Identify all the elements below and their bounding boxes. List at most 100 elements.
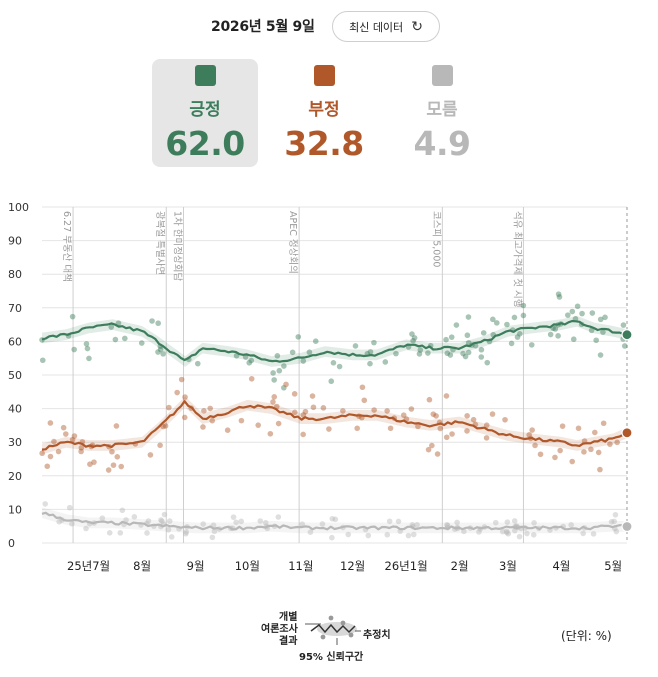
poll-dot	[565, 312, 571, 318]
poll-dot	[517, 331, 523, 337]
poll-dot	[312, 338, 319, 344]
poll-dot	[99, 515, 106, 521]
poll-dot	[465, 349, 472, 356]
card-positive[interactable]: 긍정 62.0	[152, 59, 258, 167]
poll-dot	[248, 357, 255, 364]
poll-dot	[336, 363, 343, 370]
poll-dot	[462, 353, 469, 360]
poll-dot	[283, 381, 289, 388]
poll-dot	[262, 519, 269, 526]
poll-dot	[56, 518, 62, 525]
poll-dot	[168, 534, 175, 540]
poll-dot	[387, 425, 394, 432]
poll-dot	[528, 342, 535, 348]
poll-dot	[607, 441, 613, 447]
poll-dot	[84, 345, 91, 352]
poll-dot	[511, 527, 518, 534]
poll-dot	[178, 376, 185, 383]
y-tick-label: 60	[8, 335, 22, 348]
poll-dot	[182, 394, 188, 400]
poll-dot	[409, 331, 415, 337]
poll-dot	[352, 343, 359, 349]
poll-dot	[570, 336, 577, 343]
poll-dot	[91, 459, 97, 465]
poll-dot	[69, 436, 76, 443]
poll-dot	[113, 423, 120, 429]
poll-dot	[494, 320, 500, 326]
card-unknown[interactable]: 모름 4.9	[389, 59, 495, 167]
x-tick-label: 11월	[288, 559, 313, 573]
y-tick-label: 50	[8, 369, 22, 382]
y-tick-label: 100	[8, 201, 29, 214]
x-tick-label: 9월	[187, 559, 205, 573]
poll-dot	[158, 517, 164, 523]
y-tick-label: 70	[8, 302, 22, 315]
poll-dot	[574, 303, 581, 310]
poll-dot	[270, 399, 276, 405]
poll-dot	[520, 312, 527, 319]
card-negative[interactable]: 부정 32.8	[271, 59, 377, 167]
poll-dot	[209, 534, 216, 541]
card-positive-value: 62.0	[165, 124, 245, 163]
poll-dot	[559, 423, 566, 429]
poll-dot	[275, 514, 282, 520]
poll-dot	[569, 458, 576, 465]
poll-dot	[69, 313, 76, 320]
poll-dot	[112, 336, 119, 343]
poll-dot	[581, 449, 587, 455]
x-tick-label: 4월	[552, 559, 570, 573]
poll-dot	[465, 314, 472, 320]
poll-dot	[119, 507, 126, 514]
poll-dot	[371, 339, 377, 346]
poll-dot	[447, 352, 454, 358]
series-1	[39, 376, 633, 473]
poll-dot	[593, 337, 599, 344]
event-label: 코스피 5,000	[430, 211, 441, 267]
poll-dot	[382, 359, 389, 365]
poll-dot	[614, 439, 620, 446]
poll-dot	[122, 335, 128, 342]
poll-dot	[454, 519, 460, 526]
poll-dot	[556, 294, 563, 300]
poll-dot	[118, 463, 125, 470]
poll-dot	[602, 314, 608, 321]
poll-dot	[274, 352, 281, 359]
poll-dot	[162, 423, 169, 429]
poll-dot	[78, 448, 84, 455]
poll-dot	[60, 424, 67, 431]
poll-dot	[588, 327, 595, 334]
event-label: 광복절 특별사면	[154, 211, 166, 275]
y-tick-label: 0	[8, 537, 15, 550]
poll-dot	[552, 454, 558, 461]
unknown-swatch	[431, 65, 453, 86]
poll-dot	[408, 406, 415, 412]
poll-dot	[319, 521, 326, 527]
y-tick-label: 20	[8, 470, 22, 483]
series-2	[41, 501, 633, 541]
poll-dot	[201, 408, 207, 414]
poll-dot	[499, 528, 506, 535]
poll-dot	[69, 520, 75, 527]
poll-dot	[300, 358, 307, 364]
poll-dot	[504, 529, 510, 536]
poll-dot	[555, 291, 562, 297]
poll-dot	[505, 531, 512, 537]
poll-dot	[608, 519, 615, 525]
poll-dot	[289, 349, 296, 356]
poll-dot	[147, 452, 154, 458]
poll-dot	[443, 393, 450, 399]
card-unknown-value: 4.9	[413, 124, 471, 163]
poll-dot	[200, 521, 206, 527]
poll-dot	[434, 451, 441, 457]
y-tick-label: 30	[8, 436, 22, 449]
poll-dot	[307, 529, 314, 535]
poll-dot	[597, 352, 604, 358]
refresh-button[interactable]: 최신 데이터 ↻	[332, 11, 440, 42]
poll-dot	[443, 336, 449, 343]
poll-dot	[444, 350, 451, 357]
poll-dot	[569, 308, 576, 315]
poll-dot	[131, 514, 138, 520]
poll-dot	[621, 343, 628, 349]
latest-marker	[621, 329, 633, 341]
poll-dot	[281, 363, 287, 369]
